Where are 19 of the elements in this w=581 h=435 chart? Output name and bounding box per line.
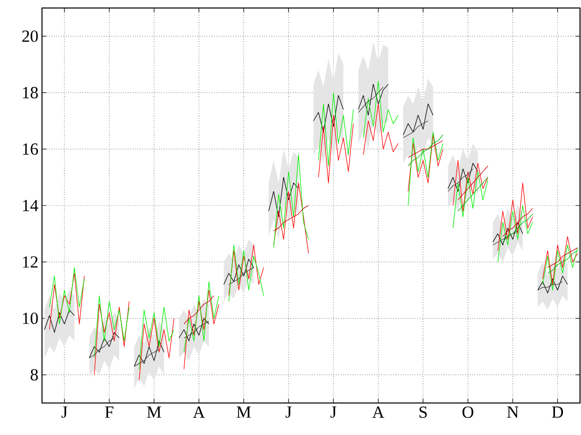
x-tick-label: D	[552, 406, 564, 418]
x-tick-label: F	[105, 406, 114, 418]
x-tick-label: A	[372, 406, 384, 418]
x-tick-label: S	[420, 406, 427, 418]
x-tick-label: J	[330, 406, 336, 418]
x-tick-label: J	[61, 406, 68, 418]
y-tick-label: 12	[23, 256, 38, 268]
x-tick-label: M	[236, 406, 251, 418]
y-tick-label: 10	[23, 312, 38, 324]
y-tick-label: 18	[23, 86, 38, 98]
y-tick-label: 8	[30, 369, 38, 381]
y-tick-label: 20	[22, 30, 38, 42]
x-tick-label: A	[192, 406, 205, 418]
y-tick-label: 14	[23, 200, 38, 212]
x-tick-label: J	[286, 406, 292, 418]
y-tick-label: 16	[23, 143, 38, 155]
x-tick-label: O	[462, 406, 474, 418]
x-tick-label: N	[507, 406, 518, 418]
x-tick-label: M	[147, 406, 162, 418]
